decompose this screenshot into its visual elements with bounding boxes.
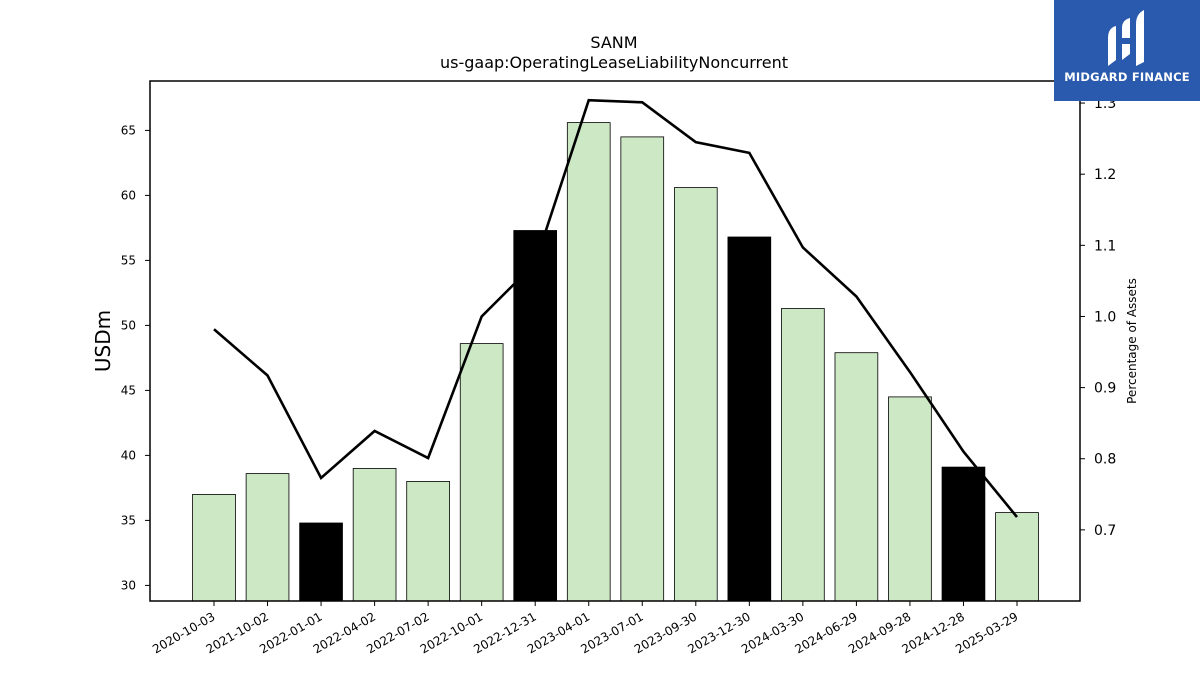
bar-2022-07-02 bbox=[406, 480, 450, 602]
y2-tick-label: 1.2 bbox=[1094, 167, 1116, 183]
bar-2022-10-01 bbox=[459, 343, 504, 602]
bar-2024-12-28 bbox=[941, 466, 986, 602]
y2-tick-label: 1.1 bbox=[1094, 238, 1116, 254]
y2-axis-label: Percentage of Assets bbox=[1125, 278, 1139, 404]
bar-2023-04-01 bbox=[566, 122, 611, 602]
left-axis: 30 35 40 45 50 55 60 65 bbox=[121, 123, 150, 592]
y-tick-label: 50 bbox=[121, 318, 136, 332]
logo-mark-icon bbox=[1108, 10, 1144, 66]
x-axis: 2020-10-032021-10-022022-01-012022-04-02… bbox=[150, 601, 1021, 656]
y2-tick-label: 0.9 bbox=[1094, 381, 1116, 397]
y-tick-label: 60 bbox=[121, 188, 136, 202]
y2-tick-label: 1.0 bbox=[1094, 309, 1116, 325]
chart-subtitle: us-gaap:OperatingLeaseLiabilityNoncurren… bbox=[440, 53, 788, 72]
y2-tick-label: 0.7 bbox=[1094, 523, 1116, 539]
bar-series bbox=[192, 122, 1039, 602]
bar-2023-12-30 bbox=[727, 236, 772, 602]
y-tick-label: 30 bbox=[121, 578, 136, 592]
right-axis: 0.70.80.91.01.11.21.3 bbox=[1080, 96, 1116, 539]
y-axis-label: USDm bbox=[91, 310, 115, 372]
y-tick-label: 45 bbox=[121, 383, 136, 397]
bar-2021-10-02 bbox=[245, 473, 290, 602]
plot-frame bbox=[149, 80, 1081, 602]
bar-2022-04-02 bbox=[352, 467, 397, 602]
bar-2022-01-01 bbox=[299, 522, 343, 602]
line-series bbox=[213, 98, 1019, 518]
bar-2023-07-01 bbox=[620, 136, 665, 602]
bar-2024-09-28 bbox=[888, 396, 932, 602]
brand-logo: MIDGARD FINANCE bbox=[1054, 0, 1200, 101]
bar-2022-12-31 bbox=[513, 230, 558, 602]
logo-text: MIDGARD FINANCE bbox=[1064, 70, 1190, 84]
y-tick-label: 55 bbox=[121, 253, 136, 267]
y-tick-label: 35 bbox=[121, 513, 136, 527]
bar-2024-03-30 bbox=[781, 308, 825, 602]
bar-2024-06-29 bbox=[834, 352, 879, 602]
chart-title: SANM bbox=[590, 33, 637, 52]
line-percentage-of-assets bbox=[213, 98, 1019, 518]
y-tick-label: 40 bbox=[121, 448, 136, 462]
bar-2020-10-03 bbox=[192, 493, 236, 602]
bar-2023-09-30 bbox=[673, 187, 718, 602]
bar-2025-03-29 bbox=[995, 512, 1039, 602]
y2-tick-label: 0.8 bbox=[1094, 452, 1116, 468]
y-tick-label: 65 bbox=[121, 123, 136, 137]
